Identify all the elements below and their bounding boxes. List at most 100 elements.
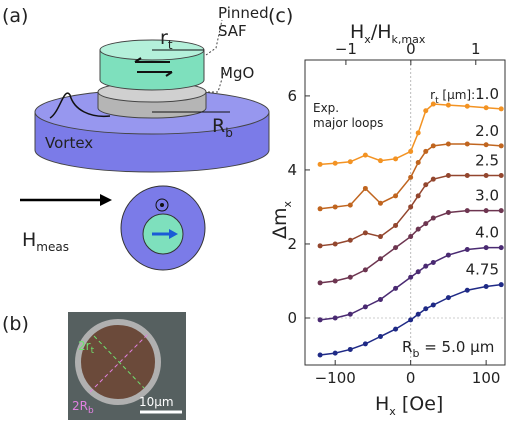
data-point bbox=[465, 173, 470, 178]
data-point bbox=[378, 297, 383, 302]
rt-prefix: [μm]: bbox=[439, 88, 476, 102]
data-point bbox=[408, 175, 413, 180]
xlabel-part: H bbox=[375, 393, 389, 415]
data-point bbox=[333, 161, 338, 166]
data-point bbox=[423, 306, 428, 311]
saf-label: SAF bbox=[218, 22, 247, 40]
panel-label: (c) bbox=[268, 5, 293, 27]
data-point bbox=[363, 230, 368, 235]
y-tick-label: 6 bbox=[287, 87, 297, 105]
data-point bbox=[348, 275, 353, 280]
series-name: 4.0 bbox=[475, 224, 499, 242]
rb_note: Rb = 5.0 μm bbox=[402, 338, 494, 360]
panel-label: (b) bbox=[2, 313, 29, 335]
data-point bbox=[431, 303, 436, 308]
data-point bbox=[378, 158, 383, 163]
data-point bbox=[363, 186, 368, 191]
data-point bbox=[423, 182, 428, 187]
data-point bbox=[416, 193, 421, 198]
data-point bbox=[499, 282, 504, 287]
data-point bbox=[348, 203, 353, 208]
data-point bbox=[393, 286, 398, 291]
data-point bbox=[484, 208, 489, 213]
data-point bbox=[408, 317, 413, 322]
rb_note-part: b bbox=[412, 347, 419, 360]
rt-sub: t bbox=[168, 38, 173, 52]
data-point bbox=[318, 317, 323, 322]
data-point bbox=[318, 353, 323, 358]
data-point bbox=[393, 193, 398, 198]
data-point bbox=[446, 103, 451, 108]
data-point bbox=[484, 173, 489, 178]
data-point bbox=[348, 159, 353, 164]
series-name: 2.5 bbox=[475, 151, 499, 169]
data-point bbox=[393, 327, 398, 332]
data-point bbox=[408, 275, 413, 280]
2rt-sub: t bbox=[91, 346, 95, 356]
data-point bbox=[378, 256, 383, 261]
x-tick-label: −100 bbox=[315, 369, 356, 387]
x-tick-label: 100 bbox=[472, 369, 501, 387]
data-point bbox=[446, 173, 451, 178]
panel-label: (a) bbox=[2, 5, 28, 27]
2rt: 2r bbox=[78, 339, 91, 353]
data-point bbox=[431, 216, 436, 221]
data-point bbox=[499, 173, 504, 178]
data-point bbox=[378, 234, 383, 239]
data-point bbox=[318, 206, 323, 211]
x2label-part: H bbox=[350, 21, 364, 43]
rt: r bbox=[160, 27, 168, 49]
data-point bbox=[465, 142, 470, 147]
data-point bbox=[465, 104, 470, 109]
data-point bbox=[499, 106, 504, 111]
data-point bbox=[416, 227, 421, 232]
data-point bbox=[423, 221, 428, 226]
data-point bbox=[363, 341, 368, 346]
data-point bbox=[446, 210, 451, 215]
data-point bbox=[446, 295, 451, 300]
data-point bbox=[499, 143, 504, 148]
x2-tick-label: 1 bbox=[471, 40, 481, 58]
data-point bbox=[348, 238, 353, 243]
data-point bbox=[408, 234, 413, 239]
data-point bbox=[423, 108, 428, 113]
data-point bbox=[431, 143, 436, 148]
pinned-label: Pinned bbox=[218, 4, 269, 22]
data-point bbox=[378, 201, 383, 206]
data-point bbox=[465, 247, 470, 252]
vortex-label: Vortex bbox=[45, 134, 93, 152]
data-point bbox=[333, 351, 338, 356]
mgo-label: MgO bbox=[220, 64, 254, 82]
data-point bbox=[416, 130, 421, 135]
x2label-part: /H bbox=[371, 21, 392, 43]
rb_note-part: = 5.0 μm bbox=[419, 338, 494, 356]
series-label: rt [μm]:1.0 bbox=[430, 85, 499, 106]
x2label: Hx/Hk,max bbox=[350, 21, 426, 46]
data-point bbox=[348, 347, 353, 352]
series-label: 3.0 bbox=[475, 187, 499, 205]
h-sub: meas bbox=[36, 240, 69, 254]
data-point bbox=[318, 280, 323, 285]
x-tick-label: 0 bbox=[406, 369, 416, 387]
y-tick-label: 4 bbox=[287, 161, 297, 179]
data-point bbox=[408, 204, 413, 209]
data-point bbox=[465, 208, 470, 213]
ylabel-part: x bbox=[281, 201, 294, 208]
data-point bbox=[333, 204, 338, 209]
data-point bbox=[446, 142, 451, 147]
series-name: 2.0 bbox=[475, 122, 499, 140]
data-point bbox=[499, 245, 504, 250]
series-name: 4.75 bbox=[466, 261, 499, 279]
data-point bbox=[446, 253, 451, 258]
data-point bbox=[499, 208, 504, 213]
ylabel: Δmx bbox=[269, 201, 294, 240]
hmeas-label: Hmeas bbox=[22, 229, 69, 254]
series-label: 2.5 bbox=[475, 151, 499, 169]
data-point bbox=[363, 153, 368, 158]
data-point bbox=[484, 284, 489, 289]
data-point bbox=[318, 243, 323, 248]
data-point bbox=[393, 245, 398, 250]
data-point bbox=[393, 223, 398, 228]
data-point bbox=[431, 177, 436, 182]
